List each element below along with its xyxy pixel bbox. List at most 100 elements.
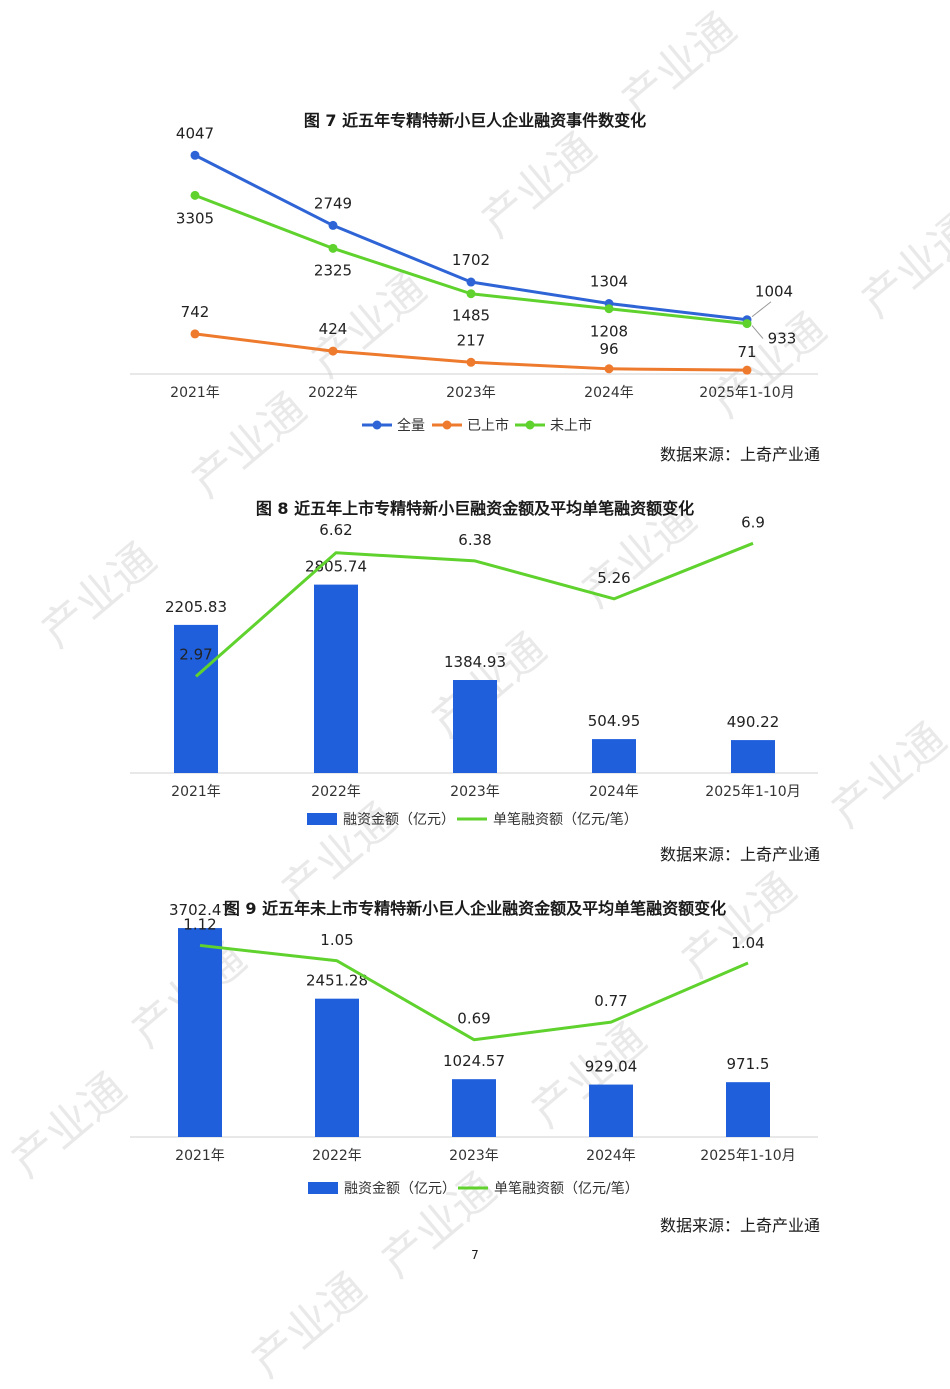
bar-value-label: 490.22 (727, 713, 780, 731)
data-point (742, 319, 752, 329)
x-tick-label: 2024年 (584, 385, 634, 401)
data-point (604, 304, 614, 314)
data-label: 933 (768, 330, 797, 348)
bar-value-label: 1384.93 (444, 653, 506, 671)
data-label: 424 (319, 320, 348, 338)
leader-line (751, 325, 764, 339)
data-label: 2749 (314, 194, 352, 212)
data-label: 3305 (176, 209, 214, 227)
x-tick-label: 2024年 (589, 784, 639, 800)
series-line (199, 943, 749, 1042)
data-point (328, 346, 338, 356)
bar (314, 584, 358, 773)
data-point (466, 277, 476, 287)
legend-label: 融资金额（亿元） (344, 1181, 456, 1197)
legend-label: 未上市 (550, 417, 592, 434)
series-line (195, 541, 754, 678)
bar-value-label: 929.04 (585, 1058, 638, 1076)
bar (178, 928, 222, 1137)
bar-value-label: 2205.83 (165, 598, 227, 616)
line-value-label: 1.05 (320, 931, 353, 949)
line-value-label: 6.9 (741, 513, 765, 531)
bar-value-label: 504.95 (588, 712, 641, 730)
x-tick-label: 2025年1-10月 (700, 1148, 795, 1164)
chart8-source: 数据来源：上奇产业通 (659, 845, 820, 864)
x-tick-label: 2022年 (312, 1148, 362, 1164)
page-number: 7 (471, 1248, 479, 1262)
line-value-label: 6.62 (319, 521, 352, 539)
legend-swatch (308, 1182, 338, 1194)
x-tick-label: 2024年 (586, 1148, 636, 1164)
chart7-line-chart: 2021年 2022年 2023年 2024年 2025年1-10月 4047 2749 17… (130, 124, 818, 434)
line-value-label: 5.26 (597, 569, 630, 587)
x-tick-label: 2023年 (446, 385, 496, 401)
line-value-label: 1.12 (183, 915, 216, 933)
x-tick-label: 2021年 (170, 385, 220, 401)
data-point (328, 243, 338, 253)
data-label: 1485 (452, 307, 490, 325)
data-point (328, 220, 338, 230)
data-label: 4047 (176, 124, 214, 142)
x-tick-label: 2022年 (308, 385, 358, 401)
x-tick-label: 2022年 (311, 784, 361, 800)
data-label: 1702 (452, 251, 490, 269)
bar (315, 998, 359, 1137)
legend-swatch (307, 813, 337, 825)
x-tick-label: 2025年1-10月 (705, 784, 800, 800)
data-point (190, 329, 200, 339)
x-tick-label: 2025年1-10月 (699, 385, 794, 401)
data-label: 2325 (314, 261, 352, 279)
bar (726, 1082, 770, 1137)
data-label: 1004 (755, 283, 793, 301)
legend-label: 已上市 (467, 417, 509, 434)
bar-value-label: 971.5 (727, 1055, 770, 1073)
chart7-source: 数据来源：上奇产业通 (659, 445, 820, 464)
bar (589, 1084, 633, 1137)
line-value-label: 2.97 (179, 645, 212, 663)
bar-value-label: 2805.74 (305, 558, 367, 576)
data-point (190, 150, 200, 160)
bar-value-label: 2451.28 (306, 972, 368, 990)
data-point (466, 289, 476, 299)
data-label: 217 (457, 331, 486, 349)
legend-marker (372, 420, 382, 430)
legend-label: 融资金额（亿元） (343, 812, 455, 828)
chart8-combo-chart: 2205.83 2805.74 1384.93 504.95 490.22 2021年 20… (130, 513, 818, 828)
data-label: 71 (737, 343, 756, 361)
x-tick-label: 2021年 (175, 1148, 225, 1164)
chart9-combo-chart: 3702.47 2451.28 1024.57 929.04 971.5 2021年 202… (130, 901, 818, 1197)
chart8-title: 图 8 近五年上市专精特新小巨融资金额及平均单笔融资额变化 (255, 499, 695, 518)
data-label: 1304 (590, 273, 628, 291)
legend-label: 全量 (397, 417, 425, 434)
line-value-label: 6.38 (458, 531, 491, 549)
bar (452, 1079, 496, 1137)
data-point (190, 190, 200, 200)
line-value-label: 1.04 (731, 934, 764, 952)
data-label: 1208 (590, 323, 628, 341)
legend-marker (442, 420, 452, 430)
x-tick-label: 2021年 (171, 784, 221, 800)
bar-value-label: 1024.57 (443, 1052, 505, 1070)
bar (731, 740, 775, 773)
line-value-label: 0.69 (457, 1010, 490, 1028)
data-label: 96 (599, 340, 618, 358)
chart9-source: 数据来源：上奇产业通 (659, 1216, 820, 1235)
bar-value-label: 3702.47 (169, 901, 231, 919)
watermark: 产业通 (241, 1263, 376, 1388)
bar (174, 624, 218, 773)
bar (453, 680, 497, 773)
x-tick-label: 2023年 (449, 1148, 499, 1164)
data-point (466, 357, 476, 367)
data-point (604, 364, 614, 374)
data-point (742, 365, 752, 375)
chart7-title: 图 7 近五年专精特新小巨人企业融资事件数变化 (303, 111, 647, 130)
legend-marker (525, 420, 535, 430)
leader-line (751, 301, 772, 318)
data-label: 742 (181, 303, 210, 321)
x-tick-label: 2023年 (450, 784, 500, 800)
chart9-title: 图 9 近五年未上市专精特新小巨人企业融资金额及平均单笔融资额变化 (223, 899, 727, 918)
bar (592, 739, 636, 773)
legend-label: 单笔融资额（亿元/笔） (494, 1181, 639, 1197)
legend-label: 单笔融资额（亿元/笔） (493, 812, 638, 828)
line-value-label: 0.77 (594, 992, 627, 1010)
